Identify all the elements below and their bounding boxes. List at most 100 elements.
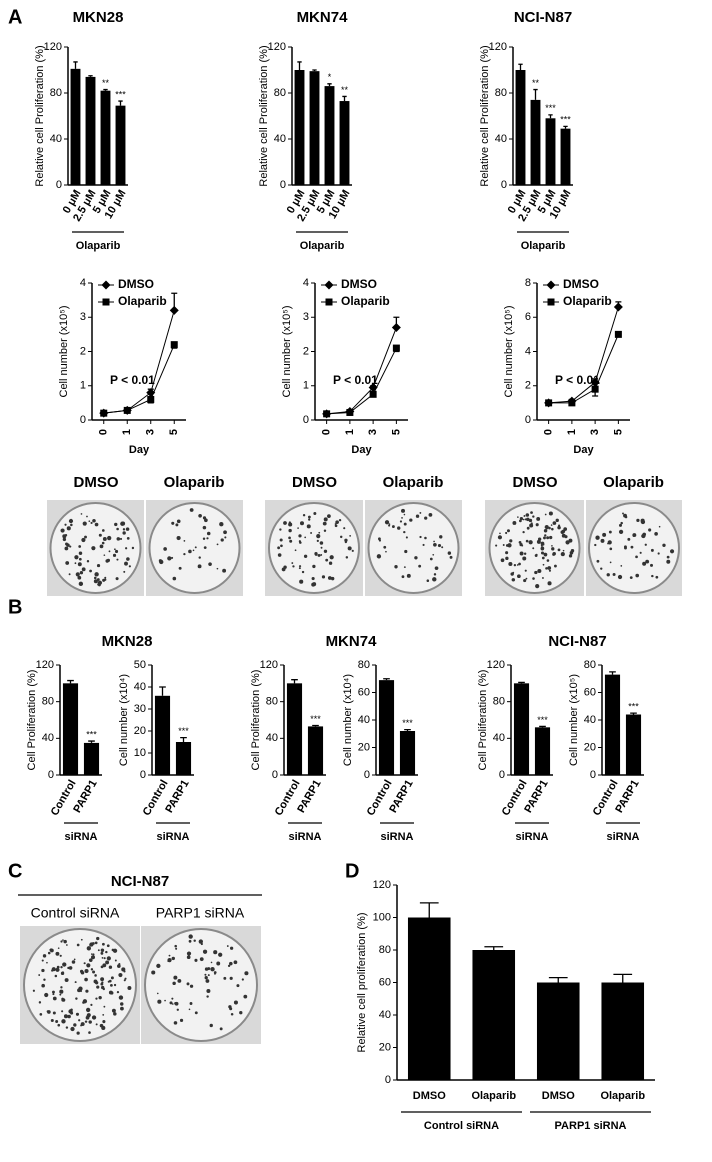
colony [103, 554, 106, 556]
colony [544, 513, 547, 516]
colony [563, 527, 568, 531]
colony [525, 539, 529, 543]
colony [344, 540, 348, 544]
colony [419, 511, 422, 514]
colony [336, 520, 339, 523]
colony [102, 1020, 106, 1024]
colony [94, 974, 97, 977]
colony [414, 556, 418, 560]
colony [207, 974, 210, 977]
colony [397, 526, 401, 530]
x-tick-label: 3 [367, 429, 379, 435]
colony [312, 564, 316, 569]
colony [512, 521, 517, 525]
colony [292, 565, 295, 568]
colony [92, 970, 96, 974]
y-tick-label: 30 [134, 703, 146, 715]
legend-marker [547, 298, 555, 306]
colony [220, 538, 224, 542]
colony [96, 985, 100, 989]
colony [433, 542, 437, 547]
chart-title: NCI-N87 [548, 633, 606, 650]
image-label: Olaparib [383, 474, 444, 491]
colony [432, 577, 437, 582]
colony [171, 1003, 174, 1005]
x-tick-label: 5 [612, 429, 624, 435]
legend-marker [101, 280, 111, 290]
x-tick-label: 3 [145, 429, 157, 435]
significance: *** [628, 702, 639, 712]
colony [106, 558, 111, 563]
colony [522, 518, 525, 521]
y-tick-label: 0 [280, 179, 286, 191]
annotation: P < 0.01 [333, 373, 378, 387]
y-tick-label: 0 [56, 179, 62, 191]
y-tick-label: 40 [134, 681, 146, 693]
colony [549, 535, 553, 540]
colony [39, 1013, 43, 1016]
dish [148, 502, 241, 594]
colony [74, 981, 77, 984]
colony [399, 520, 403, 523]
colony [540, 544, 543, 547]
colony [38, 1001, 42, 1004]
colony [545, 567, 548, 570]
colony [635, 573, 640, 578]
bar [472, 950, 516, 1080]
legend-label: DMSO [563, 277, 599, 291]
colony [519, 543, 523, 547]
y-tick-label: 80 [42, 696, 54, 708]
x-tick-label: DMSO [413, 1090, 446, 1102]
point [568, 399, 576, 407]
chart-title: NCI-N87 [514, 9, 572, 26]
colony [96, 578, 100, 581]
colony [66, 944, 68, 946]
colony [167, 556, 172, 561]
colony [85, 1015, 90, 1020]
point [147, 395, 155, 403]
colony [114, 549, 119, 554]
colony [47, 951, 51, 955]
colony [329, 555, 334, 560]
colony [316, 539, 319, 543]
colony [519, 551, 524, 556]
colony [388, 523, 391, 525]
colony [55, 951, 59, 955]
colony [158, 559, 162, 563]
y-tick-label: 4 [525, 345, 531, 357]
colony [415, 514, 420, 518]
colony [330, 576, 335, 581]
x-tick-label: 3 [589, 429, 601, 435]
group-label: Olaparib [300, 240, 345, 252]
colony [105, 950, 108, 954]
colony [206, 531, 211, 536]
colony [174, 944, 177, 948]
colony [62, 939, 64, 941]
colony [540, 551, 545, 555]
colony [49, 948, 54, 953]
y-tick-label: 10 [134, 747, 146, 759]
colony [68, 573, 71, 576]
colony [602, 532, 607, 537]
colony [64, 978, 69, 983]
bar [62, 683, 79, 775]
colony [198, 513, 202, 518]
y-tick-label: 0 [140, 769, 146, 781]
colony [59, 993, 62, 996]
colony [85, 1007, 91, 1013]
colony [112, 948, 118, 953]
colony [119, 537, 123, 541]
colony [169, 1001, 173, 1005]
panel-label: C [8, 860, 22, 882]
group-label: siRNA [288, 831, 321, 843]
y-axis-label: Relative cell Proliferation (%) [258, 45, 270, 186]
colony [111, 1008, 116, 1013]
colony [216, 567, 219, 570]
colony [55, 1020, 59, 1023]
legend-label: DMSO [341, 277, 377, 291]
colony [68, 966, 73, 970]
colony [339, 535, 343, 539]
colony [243, 994, 248, 999]
colony [70, 523, 73, 527]
colony [90, 521, 93, 525]
